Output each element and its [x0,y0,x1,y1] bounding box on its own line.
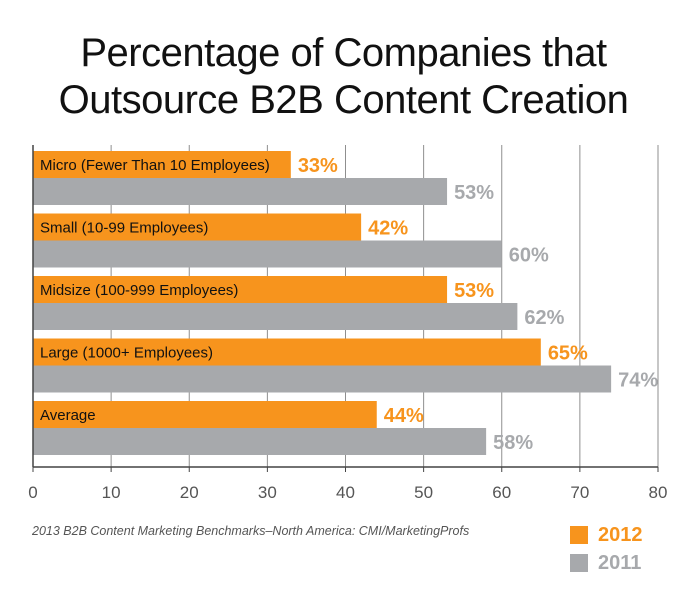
category-label: Midsize (100-999 Employees) [40,282,238,299]
data-label-2011: 58% [493,432,533,454]
data-label-2012: 33% [298,155,338,177]
category-label: Micro (Fewer Than 10 Employees) [40,157,270,174]
data-label-2011: 60% [509,245,549,267]
chart-title-line-2: Outsource B2B Content Creation [58,78,629,122]
bar-2012 [33,338,541,366]
category-label: Average [40,407,96,424]
bar-2012 [33,213,362,241]
legend-label-2012: 2012 [598,523,643,546]
x-tick-label: 80 [649,483,668,502]
category-label: Small (10-99 Employees) [40,220,208,237]
data-label-2012: 44% [384,405,424,427]
bar-2011 [33,428,487,455]
legend-swatch-2012 [570,526,588,544]
bar-2011 [33,303,518,330]
x-tick-label: 10 [102,483,121,502]
category-label: Large (1000+ Employees) [40,345,213,362]
legend-swatch-2011 [570,554,588,572]
data-label-2011: 62% [524,307,564,329]
bar-2011 [33,365,612,393]
bar-2012 [33,401,377,428]
data-label-2012: 53% [454,280,494,302]
data-label-2011: 74% [618,370,658,392]
data-label-2012: 42% [368,218,408,240]
chart-title-line-1: Percentage of Companies that [80,31,607,75]
legend-label-2011: 2011 [598,551,642,574]
x-tick-label: 50 [414,483,433,502]
bar-2011 [33,240,502,268]
bar-2012 [33,276,448,303]
x-tick-label: 0 [28,483,37,502]
legend-item-2011: 2011 [570,550,641,576]
x-tick-label: 60 [492,483,511,502]
legend-item-2012: 2012 [570,522,643,548]
x-tick-label: 20 [180,483,199,502]
chart-title: Percentage of Companies that Outsource B… [0,30,687,124]
data-label-2012: 65% [548,343,588,365]
bar-2012 [33,151,291,178]
x-tick-label: 40 [336,483,355,502]
data-label-2011: 53% [454,182,494,204]
bar-2011 [33,178,448,205]
x-tick-label: 70 [570,483,589,502]
x-tick-label: 30 [258,483,277,502]
source-note: 2013 B2B Content Marketing Benchmarks–No… [32,524,470,538]
